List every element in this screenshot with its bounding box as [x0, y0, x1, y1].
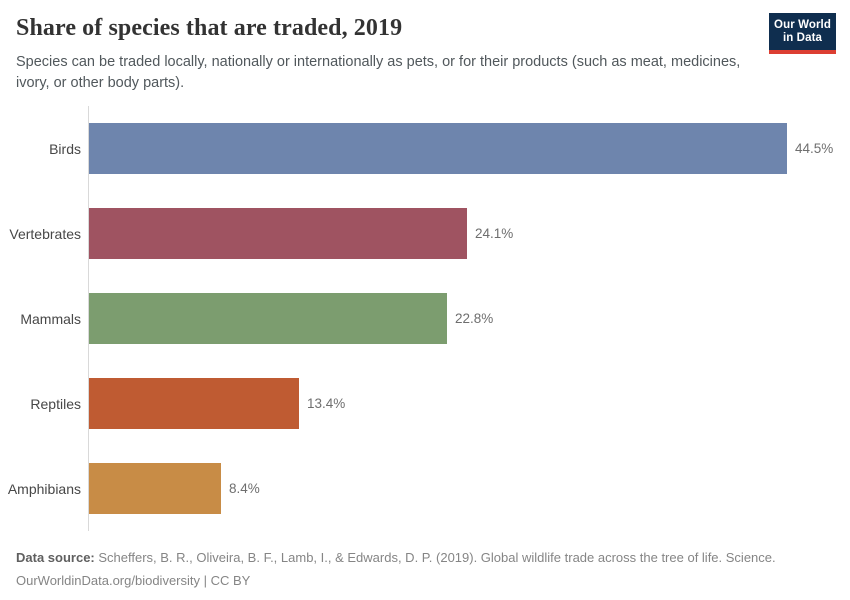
data-source-text: Scheffers, B. R., Oliveira, B. F., Lamb,…	[94, 550, 776, 566]
data-source-label: Data source:	[16, 550, 95, 566]
category-label-vertebrates: Vertebrates	[9, 225, 81, 242]
bar-row: Amphibians 8.4%	[7, 446, 834, 532]
bar-row: Reptiles 13.4%	[16, 361, 834, 447]
bar-track: 22.8%	[88, 276, 834, 362]
bar-track: 8.4%	[88, 446, 834, 532]
bar-row: Vertebrates 24.1%	[9, 191, 834, 277]
bar-chart: Birds 44.5% Vertebrates 24.1% Mammals 22.8% Re…	[7, 106, 834, 532]
chart-subtitle: Species can be traded locally, nationall…	[16, 54, 741, 92]
value-label-amphibians: 8.4%	[229, 481, 260, 497]
value-label-birds: 44.5%	[795, 141, 834, 157]
bar-birds[interactable]	[89, 123, 787, 175]
attribution-line: OurWorldinData.org/biodiversity | CC BY	[16, 569, 834, 592]
owid-url-link[interactable]: OurWorldinData.org/biodiversity	[16, 573, 200, 589]
category-label-mammals: Mammals	[20, 310, 81, 327]
category-label-amphibians: Amphibians	[7, 480, 81, 497]
category-label-reptiles: Reptiles	[30, 395, 81, 412]
owid-logo-line2: in Data	[782, 32, 823, 44]
license-link[interactable]: CC BY	[210, 573, 251, 589]
bar-vertebrates[interactable]	[89, 208, 467, 260]
value-label-mammals: 22.8%	[455, 311, 494, 327]
owid-logo[interactable]: Our World in Data	[769, 13, 836, 54]
bar-row: Mammals 22.8%	[16, 276, 834, 362]
value-label-vertebrates: 24.1%	[475, 226, 514, 242]
bar-amphibians[interactable]	[89, 463, 221, 515]
bar-track: 24.1%	[88, 191, 834, 277]
chart-footer: Data source: Scheffers, B. R., Oliveira,…	[16, 546, 834, 592]
category-label-birds: Birds	[49, 140, 81, 157]
bar-track: 44.5%	[88, 106, 834, 192]
owid-logo-line1: Our World	[774, 19, 831, 31]
value-label-reptiles: 13.4%	[307, 396, 346, 412]
data-source-line: Data source: Scheffers, B. R., Oliveira,…	[16, 546, 834, 569]
page-title: Share of species that are traded, 2019	[16, 15, 403, 41]
bar-track: 13.4%	[88, 361, 834, 447]
attribution-separator: |	[200, 573, 211, 589]
bar-mammals[interactable]	[89, 293, 447, 345]
bar-reptiles[interactable]	[89, 378, 299, 430]
bar-row: Birds 44.5%	[16, 106, 834, 192]
plot-area: Birds 44.5% Vertebrates 24.1% Mammals 22.8% Re…	[7, 106, 834, 532]
